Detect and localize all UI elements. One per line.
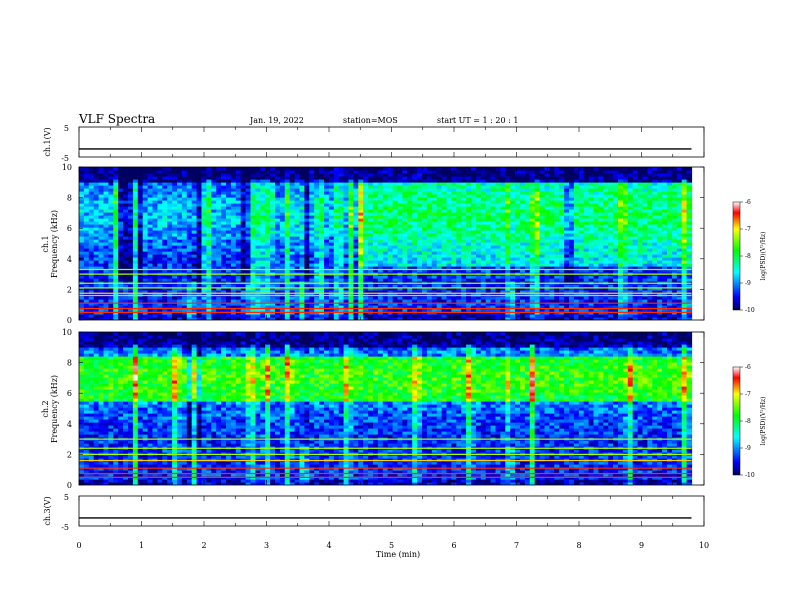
y-tick-label: 0 xyxy=(67,316,72,325)
x-tick-label: 5 xyxy=(389,541,394,550)
ch1-voltage-panel: ch.1(V) 5 -5 xyxy=(43,124,705,163)
ch2-spectrogram-ylabel-channel: ch.2 xyxy=(41,400,50,417)
ch2-spectrogram-ylabel-freq: Frequency (kHz) xyxy=(50,375,59,443)
ch1-ytick-max: 5 xyxy=(64,124,69,133)
ch2-colorbar-label: log(PSD)(V²/Hz) xyxy=(760,397,767,446)
start-time-label: start UT = 1 : 20 : 1 xyxy=(437,116,518,125)
x-tick-label: 3 xyxy=(264,541,269,550)
colorbar-tick-label: -10 xyxy=(745,472,755,479)
y-tick-label: 6 xyxy=(67,224,72,233)
ch3-ytick-max: 5 xyxy=(64,493,69,502)
x-tick-label: 6 xyxy=(451,541,456,550)
y-tick-label: 8 xyxy=(67,359,72,368)
x-tick-label: 7 xyxy=(514,541,519,550)
x-axis-label: Time (min) xyxy=(376,550,420,559)
x-tick-label: 1 xyxy=(139,541,144,550)
colorbar-tick-label: -10 xyxy=(745,307,755,314)
x-tick-label: 8 xyxy=(576,541,581,550)
ch1-colorbar: -6 -7 -8 -9 -10 log(PSD)(V²/Hz) xyxy=(732,199,767,314)
x-tick-label: 4 xyxy=(326,541,331,550)
colorbar-tick-label: -8 xyxy=(745,253,751,260)
colorbar-tick-label: -9 xyxy=(745,280,751,287)
ch1-ytick-min: -5 xyxy=(61,154,69,163)
ch1-spectrogram-image xyxy=(79,167,704,320)
ch3-voltage-ylabel: ch.3(V) xyxy=(43,496,52,525)
y-tick-label: 0 xyxy=(67,481,72,490)
colorbar-tick-label: -9 xyxy=(745,445,751,452)
y-tick-label: 2 xyxy=(67,450,72,459)
y-tick-label: 8 xyxy=(67,194,72,203)
y-tick-label: 10 xyxy=(62,328,72,337)
y-tick-label: 2 xyxy=(67,285,72,294)
ch1-spectrogram-ylabel-freq: Frequency (kHz) xyxy=(50,210,59,278)
ch3-voltage-panel: ch.3(V) 5 -5 0 1 2 3 4 5 6 7 8 9 10 Time (min) xyxy=(43,493,709,559)
y-tick-label: 6 xyxy=(67,389,72,398)
colorbar-tick-label: -7 xyxy=(745,391,751,398)
ch1-spectrogram-panel: ch.1 Frequency (kHz) 0 2 4 6 8 10 -6 -7 -8 -9 -10… xyxy=(41,163,767,325)
figure-title: VLF Spectra xyxy=(78,112,155,126)
y-tick-label: 10 xyxy=(62,163,72,172)
x-tick-label: 2 xyxy=(201,541,206,550)
colorbar-tick-label: -8 xyxy=(745,418,751,425)
ch2-colorbar-gradient xyxy=(732,366,741,476)
ch1-spectrogram-ylabel-channel: ch.1 xyxy=(41,235,50,252)
colorbar-tick-label: -6 xyxy=(745,364,751,371)
station-label: station=MOS xyxy=(343,116,398,125)
x-tick-label: 9 xyxy=(639,541,644,550)
ch3-ytick-min: -5 xyxy=(61,523,69,532)
ch2-spectrogram-image xyxy=(79,332,704,485)
x-tick-label: 0 xyxy=(76,541,81,550)
y-tick-label: 4 xyxy=(67,255,72,264)
colorbar-tick-label: -7 xyxy=(745,226,751,233)
colorbar-tick-label: -6 xyxy=(745,199,751,206)
ch1-colorbar-label: log(PSD)(V²/Hz) xyxy=(760,232,767,281)
y-tick-label: 4 xyxy=(67,420,72,429)
date-label: Jan. 19, 2022 xyxy=(249,116,304,125)
ch1-voltage-ylabel: ch.1(V) xyxy=(43,127,52,156)
ch2-spectrogram-panel: ch.2 Frequency (kHz) 0 2 4 6 8 10 -6 -7 -8 -9 -10… xyxy=(41,328,767,490)
x-tick-label: 10 xyxy=(699,541,709,550)
ch2-colorbar: -6 -7 -8 -9 -10 log(PSD)(V²/Hz) xyxy=(732,364,767,479)
ch1-colorbar-gradient xyxy=(732,201,741,311)
